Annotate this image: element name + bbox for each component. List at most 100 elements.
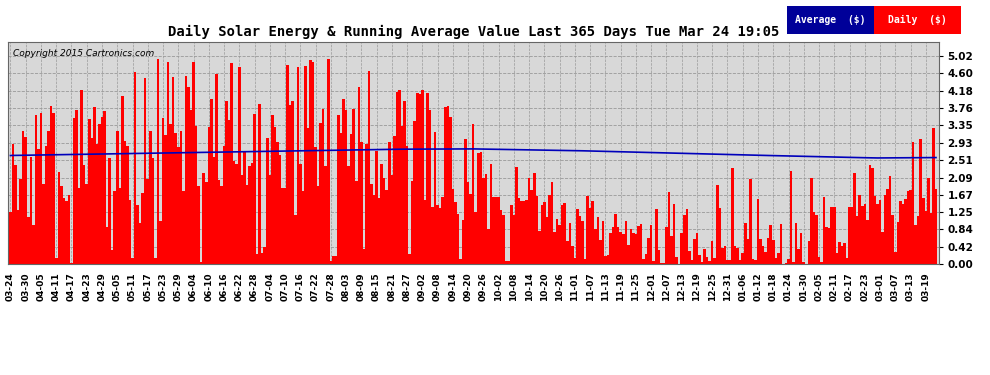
Bar — [320, 123, 322, 264]
Bar — [909, 190, 912, 264]
Bar — [594, 229, 597, 264]
Bar — [182, 191, 184, 264]
Bar — [597, 217, 599, 264]
Bar — [299, 164, 302, 264]
Bar — [253, 114, 255, 264]
Bar — [579, 216, 581, 264]
Bar — [779, 224, 782, 264]
Bar — [670, 236, 673, 264]
Bar — [866, 220, 868, 264]
Bar — [205, 182, 208, 264]
Bar — [581, 221, 584, 264]
Bar — [831, 207, 833, 264]
Bar — [584, 259, 586, 264]
Bar — [190, 110, 192, 264]
Bar — [228, 120, 231, 264]
Bar — [818, 257, 821, 264]
Bar — [48, 131, 50, 264]
Bar — [159, 221, 161, 264]
Bar — [528, 178, 531, 264]
Bar — [401, 126, 403, 264]
Bar — [756, 200, 759, 264]
Bar — [388, 142, 391, 264]
Bar — [868, 165, 871, 264]
Bar — [685, 209, 688, 264]
Bar — [675, 256, 678, 264]
Bar — [803, 262, 805, 264]
Bar — [884, 195, 886, 264]
Bar — [640, 224, 643, 264]
Bar — [874, 196, 876, 264]
Bar — [739, 260, 742, 264]
Bar — [98, 124, 101, 264]
Bar — [858, 195, 861, 264]
Bar — [826, 226, 828, 264]
Bar — [213, 157, 215, 264]
Bar — [500, 210, 503, 264]
Bar — [266, 138, 268, 264]
Bar — [200, 262, 202, 264]
Bar — [474, 212, 477, 264]
Bar — [698, 255, 701, 264]
Bar — [246, 185, 248, 264]
Bar — [456, 214, 459, 264]
Bar — [823, 197, 826, 264]
Bar — [899, 201, 902, 264]
Bar — [503, 215, 505, 264]
Bar — [533, 173, 536, 264]
Bar — [352, 108, 355, 264]
Bar — [881, 232, 884, 264]
Bar — [365, 144, 367, 264]
Bar — [156, 59, 159, 264]
Bar — [845, 258, 848, 264]
Bar — [312, 62, 314, 264]
Bar — [383, 178, 385, 264]
Bar — [732, 168, 734, 264]
Bar — [208, 127, 210, 264]
Bar — [139, 223, 142, 264]
Bar — [304, 66, 307, 264]
Bar — [724, 246, 727, 264]
Bar — [915, 225, 917, 264]
Bar — [226, 100, 228, 264]
Bar — [576, 210, 579, 264]
Bar — [398, 90, 401, 264]
Bar — [437, 205, 439, 264]
Bar — [149, 131, 151, 264]
Bar — [177, 147, 179, 264]
Bar — [841, 246, 843, 264]
Bar — [396, 92, 398, 264]
Bar — [367, 70, 370, 264]
Bar — [635, 234, 638, 264]
Bar — [335, 256, 338, 264]
Bar — [652, 261, 655, 264]
Bar — [643, 259, 644, 264]
Bar — [67, 195, 70, 264]
Bar — [693, 239, 696, 264]
Title: Daily Solar Energy & Running Average Value Last 365 Days Tue Mar 24 19:05: Daily Solar Energy & Running Average Val… — [167, 25, 779, 39]
Bar — [492, 197, 495, 264]
Bar — [515, 168, 518, 264]
Bar — [683, 215, 685, 264]
Bar — [513, 215, 515, 264]
Bar — [792, 262, 795, 264]
Bar — [414, 122, 416, 264]
Bar — [27, 217, 30, 264]
Bar — [897, 222, 899, 264]
Bar — [14, 165, 17, 264]
Bar — [787, 260, 790, 264]
Bar — [174, 133, 177, 264]
Bar — [531, 190, 533, 264]
Bar — [223, 146, 226, 264]
Bar — [195, 126, 197, 264]
Bar — [424, 200, 426, 264]
Bar — [268, 175, 271, 264]
Bar — [421, 90, 424, 264]
Bar — [647, 238, 649, 264]
Bar — [340, 133, 343, 264]
Bar — [231, 63, 233, 264]
Bar — [573, 258, 576, 264]
Bar — [808, 241, 810, 264]
Bar — [795, 223, 797, 264]
Bar — [75, 110, 78, 264]
